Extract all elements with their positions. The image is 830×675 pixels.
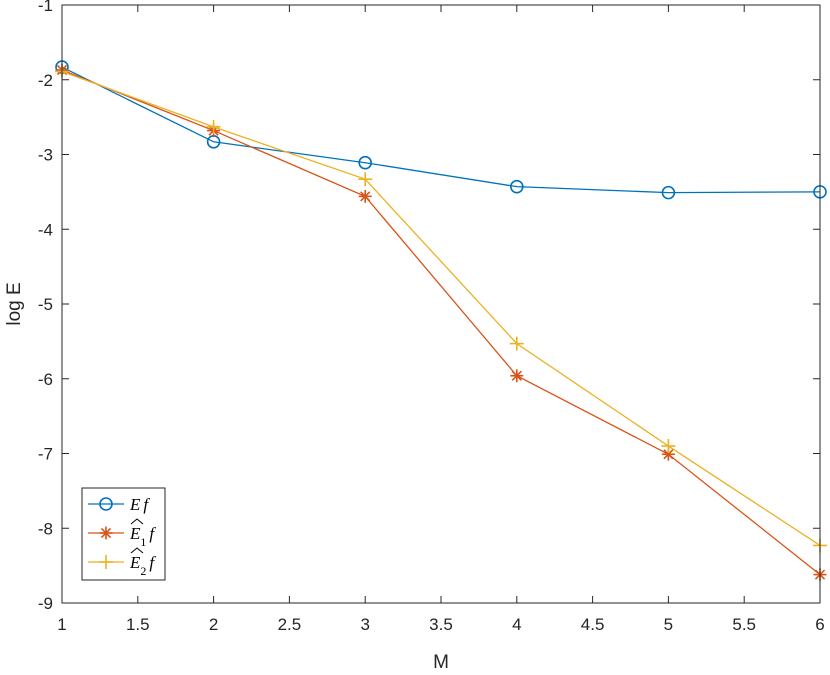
legend-marker	[99, 555, 113, 569]
legend-label-tail: f	[143, 495, 150, 514]
data-point	[661, 185, 676, 200]
legend-marker-stroke	[100, 527, 112, 539]
data-point	[358, 189, 372, 203]
x-tick-label: 5	[664, 615, 673, 634]
legend-label-base: E	[129, 553, 141, 572]
x-tick-label: 2.5	[278, 615, 302, 634]
data-point	[358, 155, 373, 170]
data-point	[510, 369, 524, 383]
x-tick-label: 1.5	[126, 615, 150, 634]
x-tick-label: 6	[815, 615, 824, 634]
y-tick-label: -5	[38, 295, 53, 314]
legend-item: E1 f	[88, 518, 156, 549]
plot-background	[62, 5, 820, 603]
series-line	[61, 70, 821, 546]
data-point	[358, 172, 373, 187]
legend-hat-accent	[130, 518, 144, 525]
x-tick-label: 4	[512, 615, 521, 634]
x-axis-label: M	[433, 652, 449, 673]
y-axis-label: log E	[4, 282, 25, 325]
x-tick-label: 1	[57, 615, 66, 634]
y-tick-label: -8	[38, 519, 53, 538]
x-tick-label: 5.5	[732, 615, 756, 634]
x-tick-label: 2	[209, 615, 218, 634]
y-tick-label: -6	[38, 370, 53, 389]
series-line	[61, 66, 821, 194]
legend-box	[81, 487, 166, 581]
legend-label: E1 f	[129, 524, 156, 549]
legend-item: E2 f	[88, 547, 156, 578]
data-point-stroke	[663, 449, 674, 460]
axes-layer: 1 1.5 2 2.5 3 3.5 4 4.5 5 5.5 6 -1 -2 -3 -4 -5 -6 -7 -8 -9	[38, 0, 825, 634]
legend-label-tail: f	[149, 524, 156, 543]
y-tick-label: -9	[38, 594, 53, 613]
legend-marker	[99, 497, 113, 511]
series-line	[61, 69, 821, 576]
legend-hat-accent	[130, 547, 144, 554]
data-point-stroke	[360, 191, 371, 202]
y-tick-label: -7	[38, 445, 53, 464]
y-tick-label: -1	[38, 0, 53, 15]
legend-label: E2 f	[129, 553, 156, 578]
x-tick-label: 3.5	[429, 615, 453, 634]
y-tick-label: -3	[38, 146, 53, 165]
legend-label-subscript: 2	[140, 564, 146, 578]
legend-label-subscript: 1	[140, 535, 146, 549]
legend-label-base: E	[129, 495, 141, 514]
legend-marker	[99, 526, 113, 540]
data-point-stroke	[511, 370, 522, 381]
x-tick-label: 3	[360, 615, 369, 634]
data-point	[509, 336, 524, 351]
data-point	[509, 179, 524, 194]
legend-label-base: E	[129, 524, 141, 543]
y-tick-label: -4	[38, 220, 53, 239]
plot-area	[62, 5, 820, 603]
x-tick-label: 4.5	[581, 615, 605, 634]
data-point	[661, 439, 676, 454]
data-point	[206, 119, 221, 134]
legend-label-tail: f	[149, 553, 156, 572]
y-tick-label: -2	[38, 71, 53, 90]
